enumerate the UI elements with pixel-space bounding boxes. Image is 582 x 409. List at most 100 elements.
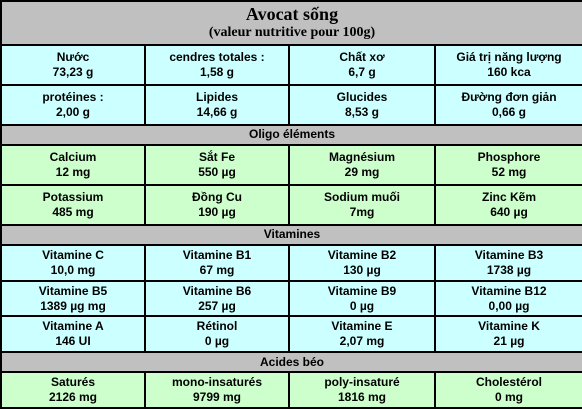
nutrient-cell: cendres totales :1,58 g [144,43,290,86]
nutrient-cell: protéines :2,00 g [0,83,146,127]
nutrient-value: 14,66 g [196,104,238,119]
nutrient-cell: Calcium 12 mg [0,143,146,186]
nutrient-value: 12 mg [55,164,91,179]
page-subtitle: (valeur nutritive pour 100g) [208,25,376,41]
nutrient-cell: Đồng Cu 190 µg [144,183,290,227]
nutrient-name: Nước [56,49,90,64]
section-header-row: Oligo éléments [0,124,582,146]
table-row: Calcium 12 mg Sắt Fe 550 µg Magnésium 29 mg Ph… [0,143,582,186]
nutrient-cell: poly-insaturé 1816 mg [288,370,436,409]
table-row: Vitamine A 146 UI Rétinol 0 µg Vitamine E 2,0… [0,315,582,354]
nutrient-value: 67 mg [199,262,235,277]
nutrient-name: Vitamine B9 [327,283,397,298]
nutrient-value: 6,7 g [348,64,376,79]
nutrient-cell: Vitamine B3 1738 µg [434,243,582,282]
nutrient-name: poly-insaturé [324,374,400,389]
nutrient-name: Sắt Fe [198,149,235,164]
nutrient-value: 0 mg [494,389,523,404]
nutrient-name: Rétinol [196,319,238,334]
nutrient-cell: Vitamine B9 0 µg [288,279,436,318]
nutrient-cell: Zinc Kẽm 640 µg [434,183,582,227]
nutrient-cell: Lipides 14,66 g [144,83,290,127]
nutrient-name: Đồng Cu [192,189,242,204]
nutrient-name: Lipides [195,89,238,104]
nutrient-value: 52 mg [491,164,527,179]
nutrient-name: Calcium [49,149,97,164]
nutrient-name: Saturés [50,374,96,389]
nutrient-cell: Vitamine B5 1389 µg mg [0,279,146,318]
nutrient-value: 1816 mg [337,389,387,404]
nutrient-name: Vitamine C [42,247,104,262]
nutrient-cell: Nước 73,23 g [0,43,146,86]
nutrient-cell: Potassium 485 mg [0,183,146,227]
nutrient-name: Chất xơ [339,49,385,64]
table-row: Potassium 485 mg Đồng Cu 190 µg Sodium muối 7… [0,183,582,227]
section-header-row: Acides béo [0,351,582,373]
nutrient-cell: Vitamine E 2,07 mg [288,315,436,354]
table-row: Vitamine C 10,0 mg Vitamine B1 67 mg Vitamin… [0,243,582,282]
nutrient-value: 0,66 g [491,104,527,119]
nutrient-name: protéines : [42,89,104,104]
section-heading: Acides béo [0,351,582,373]
nutrient-name: Vitamine A [42,319,104,334]
nutrient-value: 550 µg [198,164,236,179]
nutrient-value: 160 kca [487,64,531,79]
nutrient-value: 146 UI [55,334,91,349]
nutrient-value: 1738 µg [486,262,532,277]
nutrient-value: 640 µg [490,204,528,219]
nutrient-name: Potassium [42,189,104,204]
nutrient-name: Glucides [336,89,388,104]
nutrient-value: 21 µg [493,334,525,349]
table-row: Vitamine B5 1389 µg mg Vitamine B6 257 µg Vi… [0,279,582,318]
table-row: Nước 73,23 g cendres totales :1,58 g Chất x… [0,43,582,86]
nutrient-value: 0 µg [204,334,230,349]
nutrient-cell: Vitamine B1 67 mg [144,243,290,282]
nutrient-value: 7mg [349,204,375,219]
nutrient-name: Zinc Kẽm [481,189,536,204]
title-row: Avocat sống (valeur nutritive pour 100g) [0,0,582,46]
nutrient-cell: Vitamine C 10,0 mg [0,243,146,282]
nutrient-value: 2,07 mg [339,334,385,349]
nutrient-value: 2126 mg [48,389,98,404]
title-cell: Avocat sống (valeur nutritive pour 100g) [0,0,582,46]
nutrient-value: 29 mg [344,164,380,179]
nutrient-name: Vitamine B3 [474,247,544,262]
nutrient-name: Phosphore [477,149,541,164]
section-header-row: Vitamines [0,224,582,246]
nutrient-name: Vitamine B5 [38,283,108,298]
nutrient-value: 0 µg [349,298,375,313]
nutrient-name: Vitamine B6 [182,283,252,298]
nutrient-name: Vitamine K [478,319,540,334]
nutrient-name: Vitamine B1 [182,247,252,262]
section-heading: Vitamines [0,224,582,246]
nutrient-cell: Vitamine A 146 UI [0,315,146,354]
page-title: Avocat sống [245,4,339,25]
nutrient-value: 190 µg [198,204,236,219]
nutrient-cell: Cholestérol 0 mg [434,370,582,409]
nutrient-value: 73,23 g [52,64,94,79]
nutrient-cell: Chất xơ 6,7 g [288,43,436,86]
nutrient-value: 2,00 g [55,104,91,119]
nutrient-cell: Giá trị năng lượng 160 kca [434,43,582,86]
nutrient-cell: Phosphore 52 mg [434,143,582,186]
nutrient-value: 10,0 mg [50,262,96,277]
nutrient-cell: Rétinol 0 µg [144,315,290,354]
nutrient-cell: Vitamine B2 130 µg [288,243,436,282]
nutrient-cell: Saturés 2126 mg [0,370,146,409]
nutrient-name: Magnésium [328,149,395,164]
nutrient-name: Đường đơn giản [461,89,557,104]
nutrient-cell: Glucides 8,53 g [288,83,436,127]
table-row: Saturés 2126 mg mono-insaturés 9799 mg poly-… [0,370,582,409]
nutrient-name: Vitamine E [331,319,393,334]
nutrient-name: Giá trị năng lượng [456,49,562,64]
nutrient-cell: Sodium muối 7mg [288,183,436,227]
nutrient-name: Vitamine B12 [471,283,547,298]
nutrient-name: Sodium muối [324,189,400,204]
nutrient-name: cendres totales : [169,49,265,64]
nutrient-value: 1389 µg mg [40,298,106,313]
nutrient-cell: Vitamine B12 0,00 µg [434,279,582,318]
nutrient-cell: Đường đơn giản 0,66 g [434,83,582,127]
nutrient-cell: Sắt Fe 550 µg [144,143,290,186]
nutrient-value: 257 µg [198,298,236,313]
